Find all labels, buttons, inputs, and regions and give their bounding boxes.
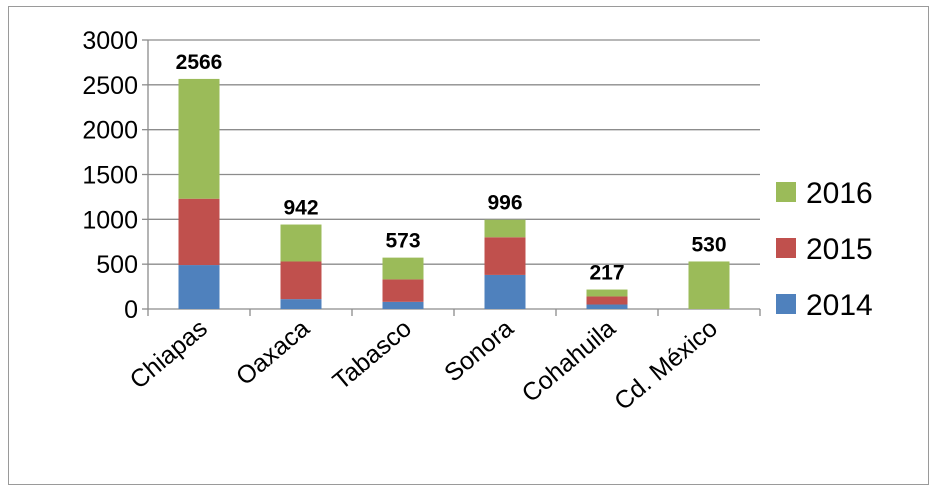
legend-swatch-2014 [776, 294, 796, 314]
axes: 0 500 1000 1500 2000 2500 3000 [82, 27, 761, 324]
bar-segment-2016 [382, 257, 424, 280]
legend-swatch-2016 [776, 182, 796, 202]
bar-total-label: 2566 [176, 51, 223, 74]
legend-label: 2016 [806, 177, 873, 210]
bar-total-label: 530 [691, 233, 726, 256]
chart-frame [8, 6, 929, 485]
bar-total-label: 573 [385, 230, 420, 253]
grid-lines [148, 39, 760, 265]
y-tick-label: 2000 [82, 117, 138, 145]
legend-label: 2015 [806, 233, 873, 266]
category-label: Cd. México [609, 314, 723, 416]
legend-label: 2014 [806, 289, 873, 322]
category-label: Oaxaca [231, 314, 315, 391]
legend-swatch-2015 [776, 238, 796, 258]
bar-segment-2014 [484, 274, 526, 309]
y-tick-label: 2500 [82, 72, 138, 100]
bars [178, 78, 730, 309]
bar-segment-2015 [280, 261, 322, 300]
category-label: Chiapas [125, 314, 213, 394]
bar-segment-2016 [484, 219, 526, 238]
y-tick-label: 1500 [82, 162, 138, 190]
bar-segment-2014 [586, 304, 628, 309]
bar-segment-2016 [688, 261, 730, 309]
bar-segment-2015 [382, 279, 424, 302]
category-label: Tabasco [328, 314, 417, 395]
bar-segment-2014 [382, 301, 424, 309]
bar-segment-2016 [586, 289, 628, 297]
bar-total-label: 217 [589, 262, 624, 285]
bar-segment-2016 [178, 78, 220, 199]
bar-segment-2014 [178, 265, 220, 309]
bar-segment-2016 [280, 224, 322, 262]
bar-total-label: 942 [283, 197, 318, 220]
y-tick-label: 1000 [82, 206, 138, 234]
bar-segment-2015 [484, 237, 526, 275]
category-label: Cohahuila [517, 314, 621, 408]
category-label: Sonora [439, 314, 519, 387]
y-tick-label: 3000 [82, 27, 138, 55]
y-tick-label: 500 [96, 251, 138, 279]
y-tick-label: 0 [124, 296, 138, 324]
bar-total-label: 996 [487, 192, 522, 215]
legend: 2016 2015 2014 [776, 177, 873, 322]
bar-segment-2015 [178, 198, 220, 266]
bar-segment-2014 [280, 299, 322, 309]
bar-segment-2015 [586, 296, 628, 305]
